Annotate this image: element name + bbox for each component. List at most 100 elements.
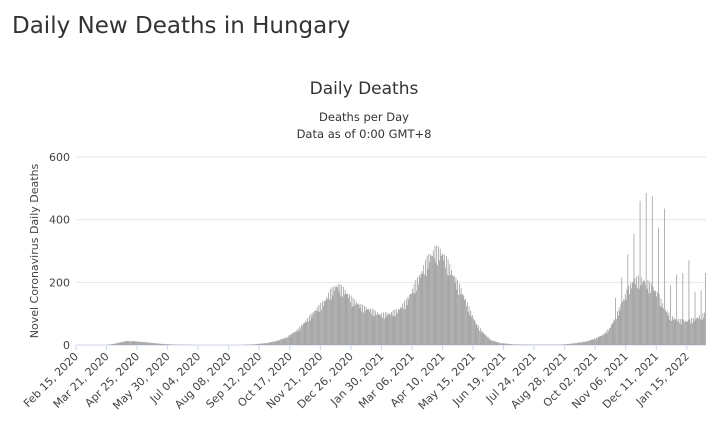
bar[interactable]: [587, 341, 589, 345]
bar[interactable]: [404, 300, 405, 345]
bar[interactable]: [320, 302, 322, 345]
bar[interactable]: [119, 342, 121, 345]
bar[interactable]: [307, 317, 308, 345]
bar[interactable]: [331, 287, 333, 345]
bar[interactable]: [445, 256, 447, 345]
bar[interactable]: [313, 313, 315, 345]
bar[interactable]: [425, 275, 427, 345]
bar[interactable]: [677, 321, 678, 345]
bar[interactable]: [596, 338, 598, 345]
bar[interactable]: [499, 342, 500, 345]
bar[interactable]: [645, 193, 647, 345]
bar[interactable]: [396, 309, 397, 345]
bar[interactable]: [257, 343, 259, 345]
bar[interactable]: [674, 319, 676, 345]
bar[interactable]: [583, 342, 585, 345]
bar[interactable]: [370, 313, 372, 345]
bar[interactable]: [296, 331, 298, 345]
bar[interactable]: [139, 341, 141, 345]
bar[interactable]: [511, 344, 513, 345]
bar[interactable]: [462, 294, 464, 345]
bar[interactable]: [308, 321, 309, 345]
bar[interactable]: [604, 333, 606, 345]
bar[interactable]: [676, 274, 678, 346]
bar[interactable]: [252, 344, 254, 345]
bar[interactable]: [370, 308, 371, 345]
bar[interactable]: [580, 342, 582, 345]
bar[interactable]: [468, 306, 470, 345]
bar[interactable]: [464, 300, 466, 345]
bar[interactable]: [137, 341, 138, 345]
bar[interactable]: [110, 344, 112, 345]
bar[interactable]: [346, 293, 348, 345]
bar[interactable]: [584, 341, 586, 345]
bar[interactable]: [616, 319, 617, 345]
bar[interactable]: [698, 318, 699, 345]
bar[interactable]: [516, 344, 518, 345]
bar[interactable]: [117, 343, 119, 345]
bar[interactable]: [388, 313, 390, 345]
bar[interactable]: [120, 342, 122, 345]
bar[interactable]: [251, 344, 253, 345]
bar[interactable]: [503, 343, 505, 345]
bar[interactable]: [374, 315, 376, 345]
bar[interactable]: [570, 343, 572, 345]
bar[interactable]: [632, 282, 634, 345]
bar[interactable]: [334, 290, 336, 345]
bar[interactable]: [417, 277, 418, 345]
bar[interactable]: [678, 322, 680, 345]
bar[interactable]: [509, 344, 511, 345]
bar[interactable]: [582, 341, 584, 345]
bar[interactable]: [678, 319, 679, 345]
bar[interactable]: [394, 309, 396, 345]
bar[interactable]: [250, 344, 252, 345]
bar[interactable]: [377, 312, 378, 345]
bar[interactable]: [588, 340, 589, 345]
bar[interactable]: [694, 291, 696, 345]
bar[interactable]: [626, 289, 628, 345]
bar[interactable]: [610, 324, 612, 345]
bar[interactable]: [684, 322, 685, 345]
bar[interactable]: [166, 344, 168, 345]
bar[interactable]: [491, 340, 493, 345]
bar[interactable]: [360, 303, 362, 345]
bar[interactable]: [432, 255, 433, 345]
bar[interactable]: [679, 318, 681, 345]
bar[interactable]: [276, 340, 278, 345]
bar[interactable]: [324, 301, 326, 345]
bar[interactable]: [268, 342, 270, 345]
bar[interactable]: [363, 312, 364, 345]
bar[interactable]: [122, 341, 123, 345]
bar[interactable]: [401, 308, 403, 345]
bar[interactable]: [497, 342, 499, 345]
bar[interactable]: [700, 290, 702, 345]
bar[interactable]: [498, 342, 500, 345]
bar[interactable]: [423, 265, 425, 345]
bar[interactable]: [486, 335, 487, 345]
bar[interactable]: [565, 344, 567, 345]
bar[interactable]: [300, 328, 301, 345]
bar[interactable]: [379, 313, 381, 345]
bar[interactable]: [294, 331, 295, 345]
bar[interactable]: [564, 344, 566, 345]
bar[interactable]: [355, 304, 356, 345]
bar[interactable]: [683, 319, 685, 345]
bar[interactable]: [173, 344, 175, 345]
bar[interactable]: [411, 288, 413, 345]
bar[interactable]: [500, 343, 501, 345]
bar[interactable]: [560, 344, 562, 345]
bar[interactable]: [315, 310, 316, 345]
bar[interactable]: [415, 280, 417, 345]
bar[interactable]: [393, 316, 395, 345]
bar[interactable]: [155, 343, 157, 345]
bar[interactable]: [624, 294, 626, 345]
bar[interactable]: [448, 275, 450, 345]
bar[interactable]: [347, 293, 349, 345]
bar[interactable]: [435, 262, 437, 345]
bar[interactable]: [127, 341, 129, 345]
bar[interactable]: [358, 303, 360, 345]
bar[interactable]: [619, 310, 621, 345]
bar[interactable]: [589, 340, 591, 345]
bar[interactable]: [636, 276, 637, 345]
bar[interactable]: [488, 339, 490, 345]
